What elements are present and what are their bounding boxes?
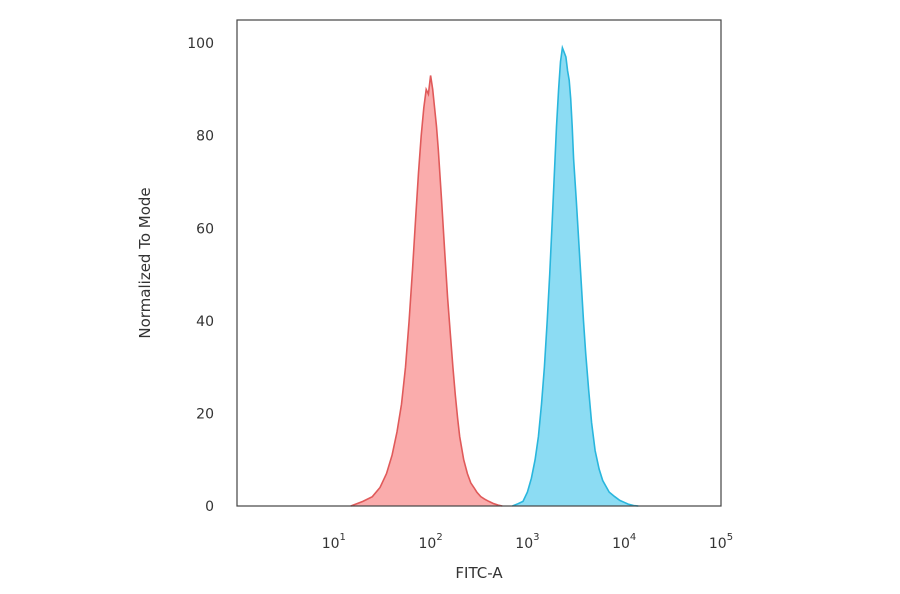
series-1-area	[350, 75, 503, 506]
y-tick-label: 20	[196, 406, 214, 422]
y-tick-label: 80	[196, 129, 214, 145]
y-axis-ticks: 0 20 40 60 80 100	[187, 36, 214, 515]
series-2-area	[512, 47, 639, 507]
series-layer	[350, 44, 639, 507]
x-tick-label: 102	[418, 532, 442, 552]
x-tick-label: 101	[322, 532, 346, 552]
plot-frame	[236, 19, 722, 507]
y-tick-label: 0	[205, 499, 214, 515]
y-tick-label: 40	[196, 314, 214, 330]
y-tick-label: 60	[196, 221, 214, 237]
series-2-line	[512, 44, 639, 507]
x-axis-label: FITC-A	[455, 564, 503, 582]
x-axis-ticks: 101 102 103 104 105	[322, 532, 733, 552]
x-tick-label: 105	[709, 532, 733, 552]
y-tick-label: 100	[187, 36, 214, 52]
y-axis-label: Normalized To Mode	[136, 187, 154, 338]
series-1-line	[350, 75, 503, 507]
x-tick-label: 103	[515, 532, 539, 552]
x-tick-label: 104	[612, 532, 636, 552]
